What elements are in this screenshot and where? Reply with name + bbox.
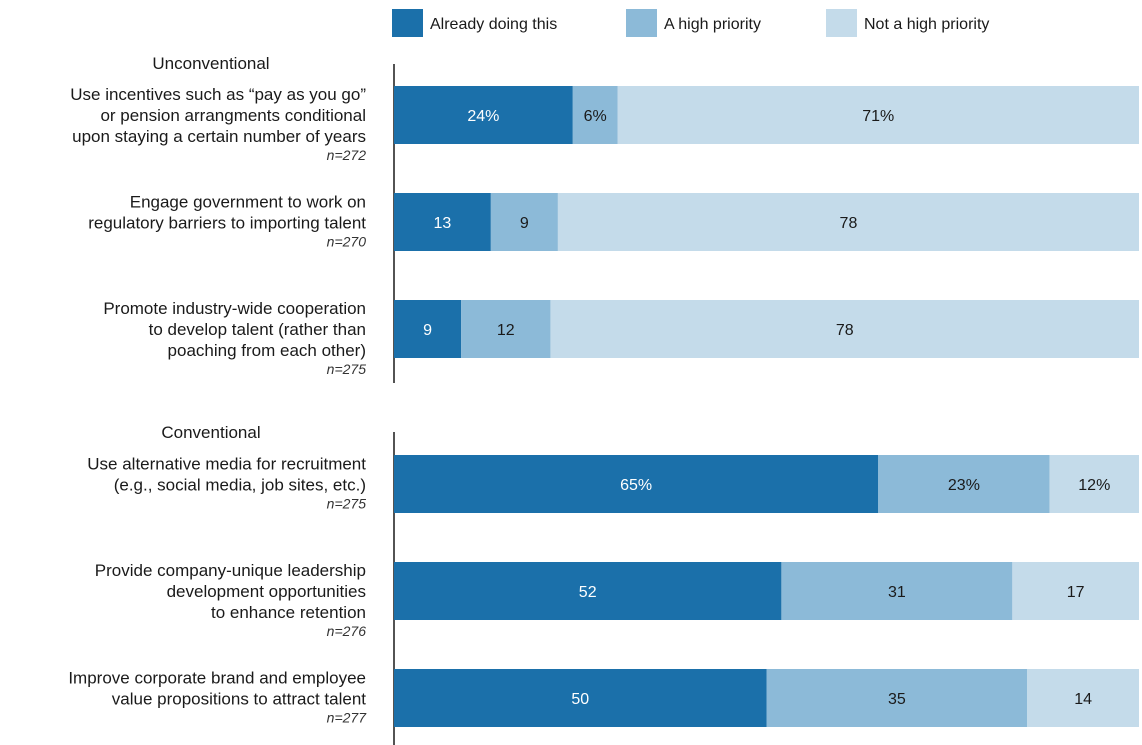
category-label: Engage government to work on bbox=[130, 193, 366, 212]
category-label: Promote industry-wide cooperation bbox=[103, 299, 366, 318]
legend-swatch-1 bbox=[392, 9, 423, 37]
bar-value-label: 31 bbox=[888, 584, 906, 601]
category-label: upon staying a certain number of years bbox=[72, 127, 366, 146]
bar-segment bbox=[617, 86, 1139, 144]
bar-segment bbox=[1012, 562, 1139, 620]
sample-size-label: n=276 bbox=[327, 623, 367, 639]
bar-segment bbox=[878, 455, 1050, 513]
bar-value-label: 17 bbox=[1067, 584, 1085, 601]
category-label: development opportunities bbox=[167, 582, 366, 601]
bar-value-label: 71% bbox=[862, 108, 894, 125]
bar-value-label: 78 bbox=[836, 322, 854, 339]
bar-segment bbox=[781, 562, 1013, 620]
bar-value-label: 9 bbox=[520, 215, 529, 232]
bar-segment bbox=[394, 193, 491, 251]
category-label: Use incentives such as “pay as you go” bbox=[70, 85, 366, 104]
category-label: Use alternative media for recruitment bbox=[87, 455, 366, 474]
bar-segment bbox=[394, 300, 462, 358]
bar-segment bbox=[557, 193, 1139, 251]
category-label: Improve corporate brand and employee bbox=[68, 669, 366, 688]
category-label: Provide company-unique leadership bbox=[95, 561, 366, 580]
bar-value-label: 13 bbox=[434, 215, 452, 232]
sample-size-label: n=275 bbox=[327, 361, 367, 377]
bar-value-label: 23% bbox=[948, 477, 980, 494]
bar-value-label: 14 bbox=[1074, 691, 1092, 708]
bar-segment bbox=[766, 669, 1028, 727]
sample-size-label: n=277 bbox=[327, 710, 368, 726]
bar-value-label: 65% bbox=[620, 477, 652, 494]
category-label: (e.g., social media, job sites, etc.) bbox=[114, 476, 366, 495]
bar-segment bbox=[461, 300, 551, 358]
sample-size-label: n=275 bbox=[327, 496, 367, 512]
legend-swatch-3 bbox=[826, 9, 857, 37]
bar-segment bbox=[394, 562, 782, 620]
category-label: value propositions to attract talent bbox=[112, 690, 366, 709]
bar-value-label: 50 bbox=[571, 691, 589, 708]
section-title: Unconventional bbox=[152, 54, 269, 73]
bar-value-label: 12 bbox=[497, 322, 515, 339]
bar-segment bbox=[490, 193, 558, 251]
bar-value-label: 9 bbox=[423, 322, 432, 339]
legend-label-3: Not a high priority bbox=[864, 16, 989, 33]
bar-segment bbox=[394, 669, 767, 727]
bar-value-label: 52 bbox=[579, 584, 597, 601]
bar-value-label: 35 bbox=[888, 691, 906, 708]
bar-value-label: 6% bbox=[584, 108, 607, 125]
bar-value-label: 78 bbox=[840, 215, 858, 232]
category-label: poaching from each other) bbox=[168, 341, 366, 360]
legend-label-1: Already doing this bbox=[430, 16, 557, 33]
sample-size-label: n=270 bbox=[327, 234, 367, 250]
bar-segment bbox=[1027, 669, 1139, 727]
bar-segment bbox=[394, 86, 573, 144]
bar-value-label: 12% bbox=[1078, 477, 1110, 494]
category-label: regulatory barriers to importing talent bbox=[88, 214, 366, 233]
bar-segment bbox=[572, 86, 618, 144]
section-title: Conventional bbox=[161, 423, 260, 442]
bar-segment bbox=[394, 455, 879, 513]
bar-segment bbox=[550, 300, 1139, 358]
legend-swatch-2 bbox=[626, 9, 657, 37]
bar-value-label: 24% bbox=[467, 108, 499, 125]
bar-segment bbox=[1049, 455, 1139, 513]
category-label: to develop talent (rather than bbox=[149, 320, 366, 339]
sample-size-label: n=272 bbox=[327, 147, 367, 163]
category-label: to enhance retention bbox=[211, 603, 366, 622]
category-label: or pension arrangments conditional bbox=[100, 106, 366, 125]
legend-label-2: A high priority bbox=[664, 16, 761, 33]
